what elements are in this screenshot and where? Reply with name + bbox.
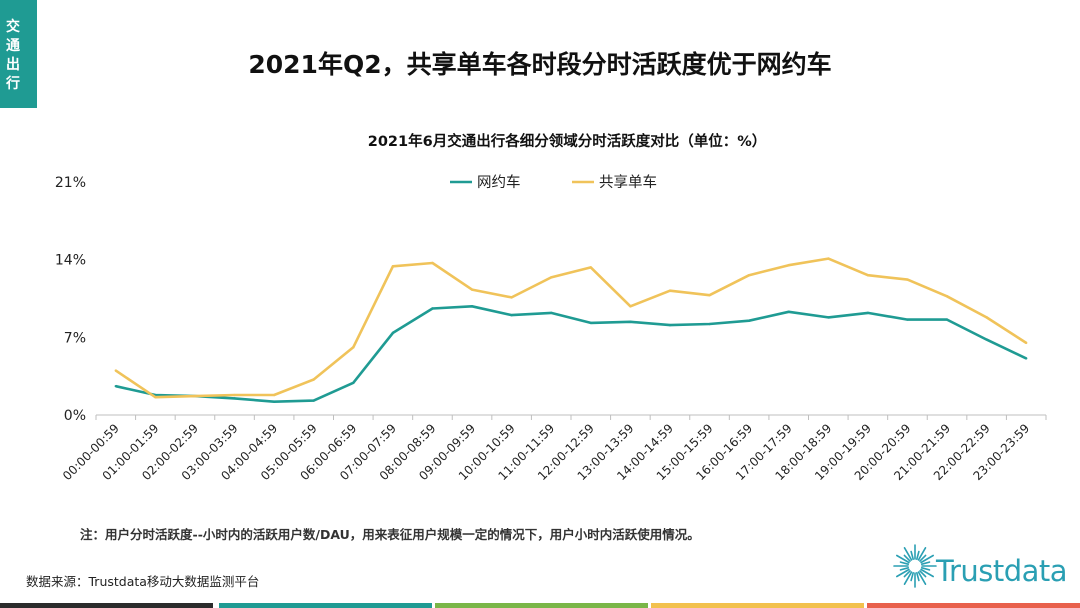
data-point [431, 261, 434, 265]
side-tab-background [0, 0, 37, 108]
chart-title: 2021年6月交通出行各细分领域分时活跃度对比（单位：%） [368, 132, 766, 150]
side-tab-char: 行 [6, 76, 20, 92]
logo-ray [896, 554, 910, 564]
data-point [391, 331, 395, 335]
data-point [352, 346, 355, 349]
data-point [668, 289, 672, 292]
data-point [352, 381, 355, 385]
data-point [747, 274, 751, 277]
bottom-color-bar [867, 603, 1080, 608]
trustdata-logo: Trustdata [893, 538, 1068, 594]
data-point [114, 384, 117, 388]
footnote: 注：用户分时活跃度--小时内的活跃用户数/DAU，用来表征用户规模一定的情况下，… [80, 527, 700, 542]
series-line [115, 304, 1027, 404]
data-point [233, 393, 236, 397]
data-point [866, 274, 870, 277]
logo-ray [917, 547, 927, 561]
data-source: 数据来源：Trustdata移动大数据监测平台 [26, 574, 260, 589]
y-tick-label: 14% [55, 253, 86, 269]
logo-ray [919, 570, 927, 578]
data-point [272, 400, 276, 403]
logo-ray [896, 568, 910, 578]
category-side-tab: 交 通 出 行 [0, 0, 37, 108]
logo-ray [910, 571, 914, 582]
logo-ray [920, 554, 934, 564]
logo-ray [899, 567, 910, 571]
data-point [272, 393, 276, 397]
data-point [233, 397, 236, 400]
series-line [115, 257, 1027, 399]
data-point [510, 296, 513, 299]
side-tab-shape [0, 0, 37, 108]
page-title: 2021年Q2，共享单车各时段分时活跃度优于网约车 [248, 50, 832, 79]
data-point [470, 288, 474, 291]
data-point [154, 396, 157, 399]
data-point [787, 264, 790, 267]
logo-ray [903, 554, 911, 562]
chart-series [114, 257, 1028, 404]
data-point [312, 378, 315, 381]
logo-ray [903, 547, 913, 561]
side-tab-char: 交 [6, 19, 20, 35]
y-tick-label: 0% [64, 408, 86, 424]
data-point [985, 338, 988, 341]
chart-legend: 网约车 共享单车 [450, 174, 657, 191]
data-point [510, 313, 513, 317]
logo-ray [919, 554, 927, 562]
logo-ray [920, 561, 931, 565]
side-tab-char: 通 [6, 38, 20, 54]
legend-label: 网约车 [477, 174, 521, 191]
data-point [985, 316, 988, 319]
data-point [431, 307, 434, 310]
data-point [906, 318, 909, 321]
line-chart: 2021年6月交通出行各细分领域分时活跃度对比（单位：%） 0% 7% 14% 21%… [55, 132, 1047, 483]
data-point [787, 310, 790, 314]
logo-ray [920, 567, 931, 571]
data-point [906, 278, 909, 281]
logo-ray [903, 570, 911, 578]
data-point [114, 369, 117, 372]
data-point [708, 322, 711, 326]
data-point [589, 266, 592, 269]
data-point [391, 265, 395, 268]
data-point [312, 399, 315, 402]
logo-ray [920, 568, 934, 578]
data-point [550, 276, 553, 279]
logo-ray [917, 571, 927, 585]
data-point [629, 305, 632, 308]
data-point [589, 321, 592, 325]
legend-label: 共享单车 [599, 174, 657, 191]
data-point [1025, 357, 1028, 360]
sunburst-logo-icon [893, 544, 937, 588]
data-point [193, 394, 197, 398]
data-point [866, 311, 870, 315]
data-point [827, 257, 830, 260]
logo-ray [916, 550, 920, 561]
logo-ray [916, 571, 920, 582]
bottom-color-bar [435, 603, 648, 608]
data-point [1025, 341, 1028, 345]
data-point [747, 319, 751, 322]
y-tick-label: 21% [55, 175, 86, 191]
data-point [827, 316, 830, 319]
logo-text: Trustdata [936, 554, 1068, 588]
side-tab-label: 交 通 出 行 [3, 18, 23, 94]
bottom-color-bar [0, 603, 213, 608]
data-point [945, 295, 949, 298]
chart-axes: 0%7%14%21%00:00-00:5901:00-01:5902:00-02… [55, 175, 1047, 483]
data-point [668, 323, 672, 327]
data-point [708, 293, 711, 297]
logo-ray [910, 550, 914, 561]
bottom-color-bar [651, 603, 864, 608]
data-point [629, 320, 632, 323]
bottom-color-bar [219, 603, 432, 608]
data-point [550, 311, 553, 315]
logo-ray [903, 571, 913, 585]
side-tab-char: 出 [6, 57, 20, 73]
y-tick-label: 7% [64, 330, 86, 346]
data-point [945, 318, 949, 321]
data-point [470, 305, 474, 308]
logo-ray [899, 561, 910, 565]
